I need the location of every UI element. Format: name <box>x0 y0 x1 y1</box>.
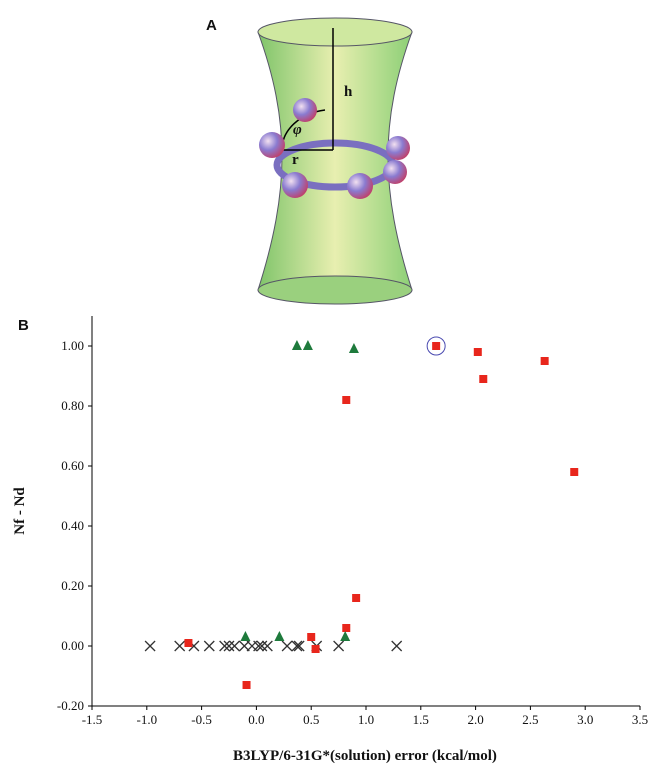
x-tick-label: -1.0 <box>137 712 158 727</box>
data-point <box>281 640 293 652</box>
data-point <box>219 640 231 652</box>
data-point <box>223 640 235 652</box>
data-point <box>240 631 251 641</box>
y-tick-label: 0.40 <box>61 518 84 533</box>
data-point <box>256 640 268 652</box>
data-point <box>342 624 351 632</box>
data-point <box>391 640 403 652</box>
data-point <box>333 640 345 652</box>
hourglass-illustration <box>257 17 413 305</box>
x-axis-label: B3LYP/6-31G*(solution) error (kcal/mol) <box>233 748 497 764</box>
data-point <box>261 640 273 652</box>
data-point <box>302 340 313 350</box>
y-tick-label: 0.00 <box>61 638 84 653</box>
x-tick-label: -1.5 <box>82 712 103 727</box>
panel-label: A <box>206 17 217 34</box>
data-point <box>174 640 186 652</box>
x-tick-label: 3.0 <box>577 712 593 727</box>
data-point <box>291 640 303 652</box>
y-tick-label: 0.80 <box>61 398 84 413</box>
data-point <box>307 633 316 641</box>
data-point <box>238 640 250 652</box>
data-point <box>479 375 488 383</box>
data-point <box>473 348 482 356</box>
y-axis-label: Nf - Nd <box>12 487 28 535</box>
x-tick-label: -0.5 <box>191 712 212 727</box>
y-tick-label: 1.00 <box>61 338 84 353</box>
data-point <box>293 640 305 652</box>
x-tick-label: 2.5 <box>522 712 538 727</box>
data-point <box>184 639 193 647</box>
data-point <box>203 640 215 652</box>
data-point <box>242 681 251 689</box>
data-point <box>340 631 351 641</box>
panel-label: B <box>18 317 29 334</box>
x-tick-label: 1.0 <box>358 712 374 727</box>
x-tick-label: 2.0 <box>467 712 483 727</box>
data-point <box>348 343 359 353</box>
data-point <box>352 594 361 602</box>
h-label: h <box>344 84 353 100</box>
data-point <box>274 631 285 641</box>
data-point <box>311 645 320 653</box>
data-point <box>229 640 240 652</box>
x-tick-label: 3.5 <box>632 712 648 727</box>
data-point <box>540 357 549 365</box>
highlight-ring <box>426 336 446 356</box>
data-point <box>432 342 441 350</box>
x-tick-label: 0.0 <box>248 712 264 727</box>
r-label: r <box>292 152 299 168</box>
data-point <box>342 396 351 404</box>
y-tick-label: -0.20 <box>57 698 84 713</box>
data-point <box>291 340 302 350</box>
phi-label: φ <box>293 122 302 138</box>
data-point <box>144 640 156 652</box>
data-point <box>570 468 579 476</box>
x-tick-label: 1.5 <box>413 712 429 727</box>
y-tick-label: 0.20 <box>61 578 84 593</box>
y-tick-label: 0.60 <box>61 458 84 473</box>
data-point <box>253 640 265 652</box>
x-tick-label: 0.5 <box>303 712 319 727</box>
